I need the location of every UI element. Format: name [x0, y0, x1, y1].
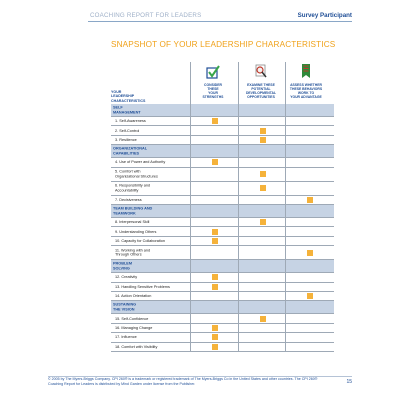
footer-divider	[48, 376, 352, 377]
table-row: 5. Comfort with Organizational Structure…	[111, 168, 334, 182]
characteristic-label: 14. Action Orientation	[115, 293, 152, 298]
characteristic-label: 18. Comfort with Visibility	[115, 344, 158, 349]
characteristic-label: 10. Capacity for Collaboration	[115, 238, 166, 243]
characteristic-label: 7. Decisiveness	[115, 197, 142, 202]
rating-mark	[211, 159, 218, 166]
table-row: 10. Capacity for Collaboration	[111, 237, 334, 247]
table-row: 13. Handling Sensitive Problems	[111, 283, 334, 292]
header-divider	[88, 21, 352, 22]
report-title: COACHING REPORT FOR LEADERS	[90, 12, 202, 19]
section-row: SELF MANAGEMENT	[111, 104, 334, 117]
table-row: 11. Working with and Through Others	[111, 246, 334, 261]
table-row: 2. Self-Control	[111, 126, 334, 136]
characteristic-label: 17. Influence	[115, 335, 137, 340]
table-row: 1. Self-Awareness	[111, 117, 334, 127]
table-row: 7. Decisiveness	[111, 196, 334, 205]
rating-mark	[306, 196, 313, 203]
column-divider	[285, 62, 286, 352]
characteristics-header: YOUR LEADERSHIP CHARACTERISTICS	[111, 90, 146, 103]
rating-mark	[259, 185, 266, 192]
characteristics-table: SELF MANAGEMENT 1. Self-Awareness 2. Self-…	[111, 62, 334, 352]
table-row: 18. Comfort with Visibility	[111, 343, 334, 352]
column-divider	[190, 62, 191, 352]
characteristic-label: 6. Responsibility and Accountability	[115, 183, 151, 193]
characteristic-label: 4. Use of Power and Authority	[115, 160, 166, 165]
rating-mark	[259, 219, 266, 226]
page-number: 15	[346, 379, 352, 385]
rating-mark	[306, 293, 313, 300]
rating-mark	[211, 324, 218, 331]
section-label: TEAM BUILDING AND TEAMWORK	[113, 206, 153, 216]
table-row: 14. Action Orientation	[111, 292, 334, 302]
section-label: ORGANIZATIONAL CAPABILITIES	[113, 146, 148, 156]
characteristic-label: 3. Resilience	[115, 137, 137, 142]
column-header-strengths: CONSIDER THESE YOUR STRENGTHS	[202, 83, 224, 99]
pennant-icon	[301, 63, 311, 80]
rating-mark	[211, 343, 218, 350]
characteristic-label: 11. Working with and Through Others	[115, 248, 151, 257]
participant-label: Survey Participant	[297, 12, 352, 19]
table-row: 8. Interpersonal Skill	[111, 218, 334, 228]
section-row: SUSTAINING THE VISION	[111, 301, 334, 315]
rating-mark	[211, 118, 218, 125]
column-header-assess: ASSESS WHETHER THESE BEHAVIORS WORK TO Y…	[289, 83, 323, 99]
rating-mark	[259, 315, 266, 322]
section-label: SUSTAINING THE VISION	[113, 302, 137, 312]
table-row: 17. Influence	[111, 333, 334, 343]
rating-mark	[211, 228, 218, 235]
checkmark-box-icon	[206, 65, 220, 79]
rating-mark	[211, 283, 218, 290]
characteristic-label: 2. Self-Control	[115, 128, 140, 133]
section-row: TEAM BUILDING AND TEAMWORK	[111, 205, 334, 218]
rating-mark	[259, 127, 266, 134]
characteristic-label: 9. Understanding Others	[115, 229, 157, 234]
table-row: 3. Resilience	[111, 136, 334, 146]
characteristic-label: 1. Self-Awareness	[115, 118, 146, 123]
table-row: 4. Use of Power and Authority	[111, 158, 334, 168]
characteristic-label: 16. Managing Change	[115, 325, 153, 330]
rating-mark	[211, 237, 218, 244]
characteristic-label: 13. Handling Sensitive Problems	[115, 284, 170, 289]
table-row: 12. Creativity	[111, 273, 334, 283]
rating-mark	[211, 334, 218, 341]
section-row: ORGANIZATIONAL CAPABILITIES	[111, 145, 334, 159]
table-row: 9. Understanding Others	[111, 227, 334, 237]
section-label: PROBLEM SOLVING	[113, 261, 132, 271]
characteristic-label: 15. Self-Confidence	[115, 316, 149, 321]
characteristic-label: 12. Creativity	[115, 275, 138, 280]
section-label: SELF MANAGEMENT	[113, 105, 141, 115]
page-title: SNAPSHOT OF YOUR LEADERSHIP CHARACTERIST…	[111, 40, 336, 49]
section-row: PROBLEM SOLVING	[111, 260, 334, 274]
magnifier-icon	[254, 64, 268, 79]
column-divider	[238, 62, 239, 352]
rating-mark	[306, 249, 313, 256]
column-header-opportunities: EXAMINE THESE POTENTIAL DEVELOPMENTAL OP…	[245, 83, 277, 99]
characteristic-label: 5. Comfort with Organizational Structure…	[115, 169, 158, 179]
table-row: 16. Managing Change	[111, 324, 334, 334]
footer-copyright: © 2005 by The Myers-Briggs Company. CPI …	[48, 377, 318, 386]
rating-mark	[259, 136, 266, 143]
rating-mark	[259, 171, 266, 178]
rating-mark	[211, 274, 218, 281]
table-row: 15. Self-Confidence	[111, 314, 334, 324]
characteristic-label: 8. Interpersonal Skill	[115, 219, 150, 224]
table-row: 6. Responsibility and Accountability	[111, 182, 334, 196]
